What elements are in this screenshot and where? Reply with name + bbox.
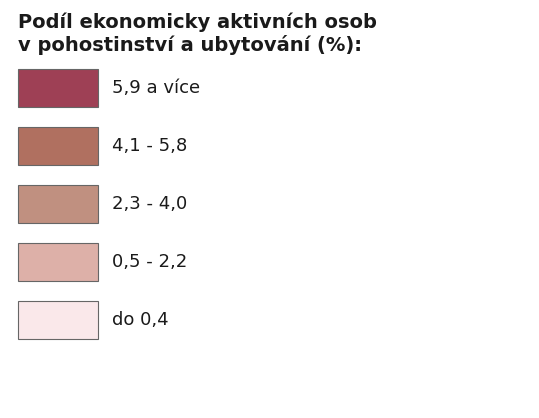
Bar [18,69,98,107]
Bar [18,185,98,223]
Text: 5,9 a více: 5,9 a více [112,79,200,97]
Text: v pohostinství a ubytování (%):: v pohostinství a ubytování (%): [18,35,362,55]
Text: do 0,4: do 0,4 [112,311,169,329]
Text: 4,1 - 5,8: 4,1 - 5,8 [112,137,187,155]
Bar [18,243,98,281]
Bar [18,301,98,339]
Text: Podíl ekonomicky aktivních osob: Podíl ekonomicky aktivních osob [18,13,377,33]
Text: 2,3 - 4,0: 2,3 - 4,0 [112,195,187,213]
Text: 0,5 - 2,2: 0,5 - 2,2 [112,253,187,271]
Bar [18,127,98,165]
